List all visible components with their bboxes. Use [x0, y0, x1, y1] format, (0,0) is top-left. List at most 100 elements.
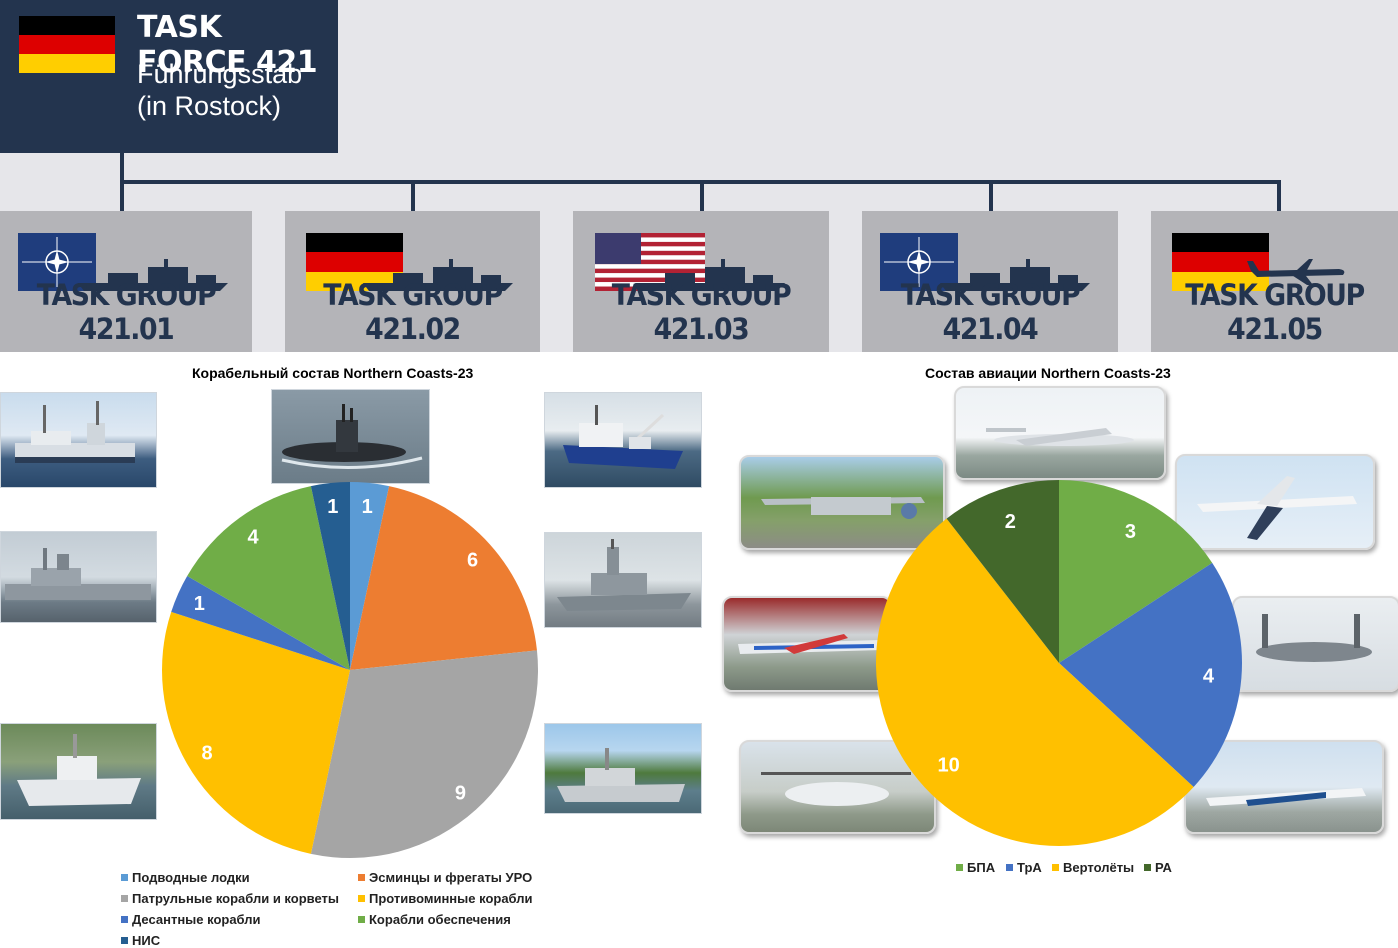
ship-icon [78, 259, 228, 291]
research-vessel-photo [544, 392, 702, 488]
ships-data-label: 4 [247, 527, 259, 549]
task-group-name: TASK GROUP 421.02 [323, 278, 503, 346]
aviation-slice [1059, 562, 1242, 787]
task-group-name: TASK GROUP 421.01 [36, 278, 217, 346]
ships-legend-label: Патрульные корабли и корветы [132, 891, 339, 906]
task-group-panel: TASK GROUP 421.01 [0, 211, 252, 352]
ships-legend-swatch [121, 874, 128, 881]
ships-legend-swatch [121, 895, 128, 902]
aviation-legend-item: РА [1144, 860, 1172, 875]
ships-legend-item: Корабли обеспечения [358, 912, 511, 927]
task-group-panel: TASK GROUP 421.05 [1151, 211, 1398, 352]
ships-slice [350, 486, 537, 670]
aviation-slice [1059, 480, 1213, 663]
aviation-slice [875, 518, 1194, 847]
task-group-panel: TASK GROUP 421.04 [862, 211, 1118, 352]
connector-drop-4 [989, 180, 993, 211]
ship-icon [635, 259, 785, 291]
minehunter-photo [0, 723, 157, 820]
connector-drop-2 [411, 180, 415, 211]
ships-legend-swatch [358, 874, 365, 881]
task-group-name: TASK GROUP 421.05 [1185, 278, 1365, 346]
task-group-panel: TASK GROUP 421.02 [285, 211, 540, 352]
ships-chart-legend: Подводные лодки Эсминцы и фрегаты УРО Патр… [121, 870, 561, 948]
aviation-legend-item: БПА [956, 860, 995, 875]
germany-flag-icon [19, 16, 115, 73]
task-force-subtitle-line2: (in Rostock) [137, 91, 282, 121]
ship-icon [363, 259, 513, 291]
aviation-legend-item: Вертолёты [1052, 860, 1134, 875]
ships-slice [310, 482, 350, 670]
aviation-data-label: 4 [1203, 665, 1215, 687]
landing-ship-photo [0, 531, 157, 623]
aviation-data-label: 10 [938, 755, 960, 777]
aviation-slice [946, 480, 1059, 663]
aviation-data-label: 3 [1125, 521, 1136, 543]
ships-slice [310, 650, 538, 858]
nato-flag-icon [18, 233, 96, 291]
ships-legend-item: Десантные корабли [121, 912, 261, 927]
aviation-legend-swatch [1052, 864, 1059, 871]
supply-ship-photo [0, 392, 157, 488]
ships-data-label: 1 [362, 496, 373, 518]
connector-drop-3 [700, 180, 704, 211]
ships-legend-item: Подводные лодки [121, 870, 250, 885]
aviation-legend-swatch [1006, 864, 1013, 871]
aircraft-photo-3 [1175, 454, 1375, 550]
ships-legend-label: Корабли обеспечения [369, 912, 511, 927]
task-group-name: TASK GROUP 421.03 [611, 278, 792, 346]
ships-data-label: 9 [455, 783, 466, 805]
aircraft-photo-1 [954, 386, 1166, 480]
ships-data-label: 6 [467, 550, 478, 572]
ships-legend-label: Эсминцы и фрегаты УРО [369, 870, 533, 885]
task-group-panel: TASK GROUP 421.03 [573, 211, 829, 352]
aviation-legend-item: ТрА [1006, 860, 1042, 875]
aviation-legend-label: Вертолёты [1063, 860, 1135, 875]
aircraft-icon [1247, 259, 1345, 285]
patrol-ship-photo [544, 723, 702, 814]
germany-flag-icon [306, 233, 403, 291]
connector-drop-5 [1277, 180, 1281, 211]
ships-data-label: 1 [194, 593, 205, 615]
task-force-subtitle-line1: Führungsstab [137, 59, 303, 89]
ships-legend-swatch [358, 916, 365, 923]
ships-legend-item: Патрульные корабли и корветы [121, 891, 339, 906]
frigate-photo [544, 532, 702, 628]
task-group-name: TASK GROUP 421.04 [900, 278, 1081, 346]
ships-legend-label: Десантные корабли [132, 912, 261, 927]
ships-slice [162, 611, 350, 854]
aviation-data-label: 2 [1005, 511, 1016, 533]
germany-flag-icon [1172, 233, 1269, 291]
ships-legend-label: Подводные лодки [132, 870, 250, 885]
ships-legend-item: Противоминные корабли [358, 891, 533, 906]
ships-legend-item: Эсминцы и фрегаты УРО [358, 870, 532, 885]
aviation-legend-swatch [956, 864, 963, 871]
task-force-headquarters: TASK FORCE 421 Führungsstab (in Rostock) [0, 0, 338, 153]
ships-chart-title: Корабельный состав Northern Coasts-23 [192, 365, 474, 381]
ships-slice [350, 482, 390, 670]
ship-icon [940, 259, 1090, 291]
aviation-chart-title: Состав авиации Northern Coasts-23 [925, 365, 1171, 381]
aviation-chart-legend: БПА ТрА Вертолёты РА [956, 860, 1196, 880]
ships-slice [171, 576, 350, 670]
submarine-photo [271, 389, 430, 484]
ships-legend-label: Противоминные корабли [369, 891, 533, 906]
aviation-legend-swatch [1144, 864, 1151, 871]
aviation-legend-label: БПА [967, 860, 996, 875]
ships-legend-swatch [358, 895, 365, 902]
ships-data-label: 8 [202, 743, 213, 765]
ships-slice [187, 486, 350, 670]
task-force-subtitle: Führungsstab (in Rostock) [137, 58, 302, 122]
aviation-legend-label: РА [1155, 860, 1172, 875]
ships-legend-item: НИС [121, 933, 160, 948]
task-force-title: TASK FORCE 421 [137, 10, 318, 80]
aviation-legend-label: ТрА [1017, 860, 1042, 875]
ships-legend-swatch [121, 937, 128, 944]
ships-legend-swatch [121, 916, 128, 923]
ships-data-label: 1 [327, 496, 338, 518]
nato-flag-icon [880, 233, 958, 291]
aircraft-photo-5 [1232, 596, 1398, 692]
aircraft-photo-2 [739, 455, 945, 550]
